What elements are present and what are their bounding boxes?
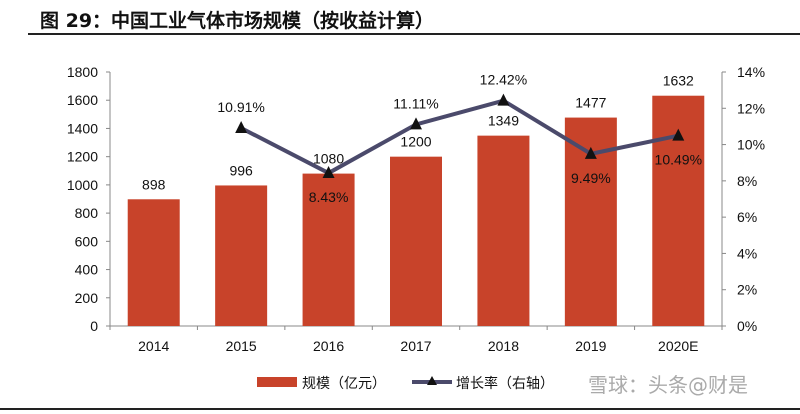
right-tick-label: 6% xyxy=(737,209,757,225)
growth-label: 8.43% xyxy=(309,189,349,205)
bar xyxy=(127,199,180,326)
triangle-marker xyxy=(672,128,685,141)
growth-label: 9.49% xyxy=(571,170,611,186)
watermark: 雪球：头条@财是 xyxy=(588,373,748,397)
left-tick-label: 200 xyxy=(75,290,99,306)
legend-line-label: 增长率（右轴） xyxy=(456,375,554,392)
left-tick-label: 400 xyxy=(75,262,99,278)
x-tick-label: 2020E xyxy=(658,338,698,354)
bar xyxy=(477,135,530,326)
bar xyxy=(302,173,355,326)
growth-label: 10.91% xyxy=(217,99,264,115)
right-tick-label: 8% xyxy=(737,173,757,189)
triangle-marker xyxy=(235,121,248,134)
bar-value-label: 1632 xyxy=(663,73,694,89)
bar xyxy=(215,185,268,326)
bar-value-label: 898 xyxy=(142,176,166,192)
triangle-marker xyxy=(410,117,422,130)
x-tick-label: 2018 xyxy=(488,338,519,354)
right-tick-label: 10% xyxy=(737,137,765,153)
left-tick-label: 1000 xyxy=(67,177,98,193)
legend-triangle-icon xyxy=(427,376,437,385)
bar-value-label: 996 xyxy=(229,162,253,178)
right-tick-label: 2% xyxy=(737,282,757,298)
bar-value-label: 1080 xyxy=(313,151,344,167)
right-tick-label: 14% xyxy=(737,64,765,80)
x-tick-label: 2019 xyxy=(575,338,606,354)
x-tick-label: 2015 xyxy=(226,338,257,354)
bar xyxy=(390,156,442,326)
left-tick-label: 1400 xyxy=(67,120,98,136)
right-tick-label: 0% xyxy=(737,318,757,334)
growth-label: 11.11% xyxy=(393,95,438,111)
bar-value-label: 1200 xyxy=(400,134,431,150)
growth-line xyxy=(240,98,679,176)
right-tick-label: 12% xyxy=(737,100,765,116)
triangle-marker xyxy=(322,166,335,179)
legend-bar-swatch xyxy=(257,377,297,387)
growth-label: 10.49% xyxy=(655,152,702,168)
growth-label: 12.42% xyxy=(480,72,527,88)
triangle-marker xyxy=(497,93,510,106)
right-tick-label: 4% xyxy=(737,245,757,261)
triangle-marker xyxy=(584,146,597,159)
left-tick-label: 800 xyxy=(75,205,99,221)
legend-bar-label: 规模（亿元） xyxy=(302,376,386,392)
bar-value-label: 1477 xyxy=(575,95,606,111)
title-rule xyxy=(28,33,800,35)
left-tick-label: 1600 xyxy=(67,92,98,108)
x-tick-label: 2017 xyxy=(400,338,431,354)
x-tick-label: 2016 xyxy=(313,338,344,354)
left-tick-label: 1800 xyxy=(67,64,98,80)
chart-title: 图 29：中国工业气体市场规模（按收益计算） xyxy=(40,10,435,32)
bar-value-label: 1349 xyxy=(488,113,519,129)
x-tick-label: 2014 xyxy=(138,338,169,354)
left-tick-label: 1200 xyxy=(67,149,98,165)
bottom-rule xyxy=(0,408,800,410)
left-tick-label: 0 xyxy=(90,318,98,334)
left-tick-label: 600 xyxy=(75,233,99,249)
